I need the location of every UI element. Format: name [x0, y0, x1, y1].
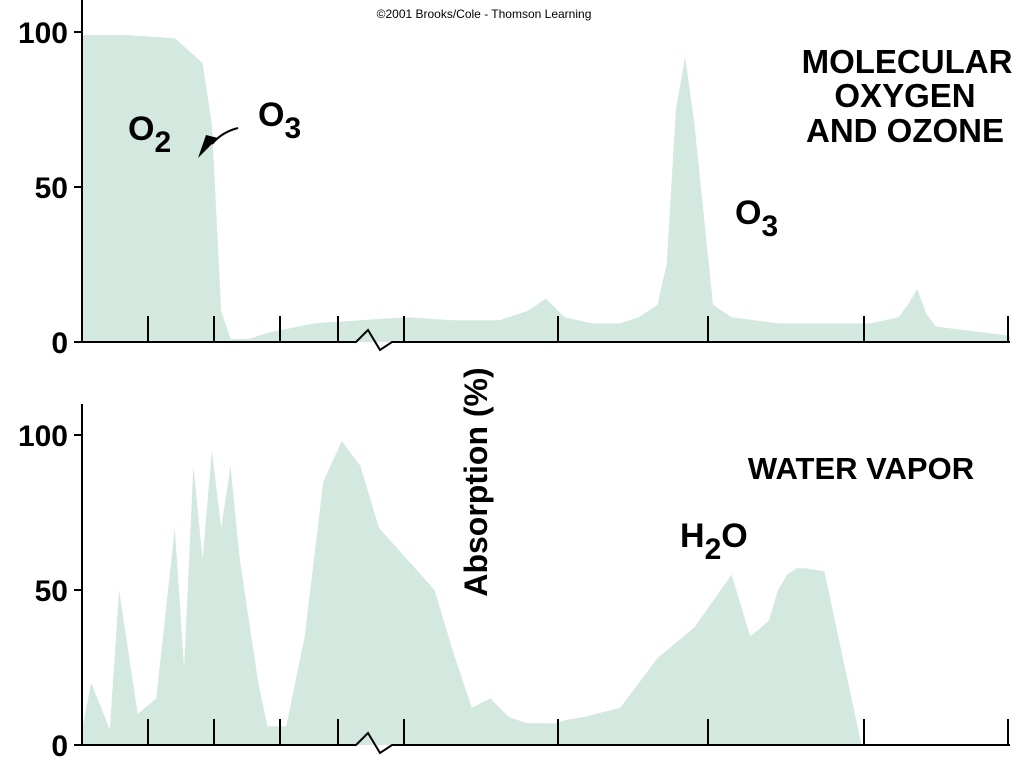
- top-y-tick-label-1: 50: [35, 172, 68, 205]
- bottom-y-tick-label-2: 0: [51, 730, 68, 763]
- bottom-y-tick-label-1: 50: [35, 575, 68, 608]
- y-axis-label: Absorption (%): [458, 367, 494, 596]
- bottom-y-ticks: 100 50 0: [18, 420, 82, 763]
- water-vapor-absorption-area: [82, 441, 1010, 745]
- top-x-ticks: [147, 316, 1009, 342]
- bottom-x-axis: [82, 731, 1010, 755]
- bottom-y-tick-label-0: 100: [18, 420, 68, 453]
- o3-arrow-label: O3: [258, 96, 301, 145]
- o3-peak-label: O3: [735, 194, 778, 243]
- top-title-line-2: OXYGEN: [834, 77, 975, 114]
- top-x-axis: [82, 328, 1010, 352]
- bottom-x-ticks: [147, 719, 1009, 745]
- bottom-panel: 100 50 0 WATER VAPOR H2O: [18, 404, 1010, 763]
- bottom-panel-title: WATER VAPOR: [748, 451, 974, 486]
- o2-o3-absorption-area: [82, 35, 1010, 342]
- top-panel-title: MOLECULAR OXYGEN AND OZONE: [802, 43, 1013, 149]
- top-y-ticks: 100 50 0: [18, 17, 82, 360]
- arrow-head-icon: [198, 135, 218, 158]
- top-y-tick-label-0: 100: [18, 17, 68, 50]
- o3-arrow-line: [211, 127, 239, 145]
- o2-label: O2: [128, 110, 171, 159]
- h2o-label: H2O: [680, 517, 748, 566]
- top-title-line-3: AND OZONE: [806, 112, 1004, 149]
- top-title-line-1: MOLECULAR: [802, 43, 1013, 80]
- copyright-credit: ©2001 Brooks/Cole - Thomson Learning: [377, 7, 592, 21]
- top-y-tick-label-2: 0: [51, 327, 68, 360]
